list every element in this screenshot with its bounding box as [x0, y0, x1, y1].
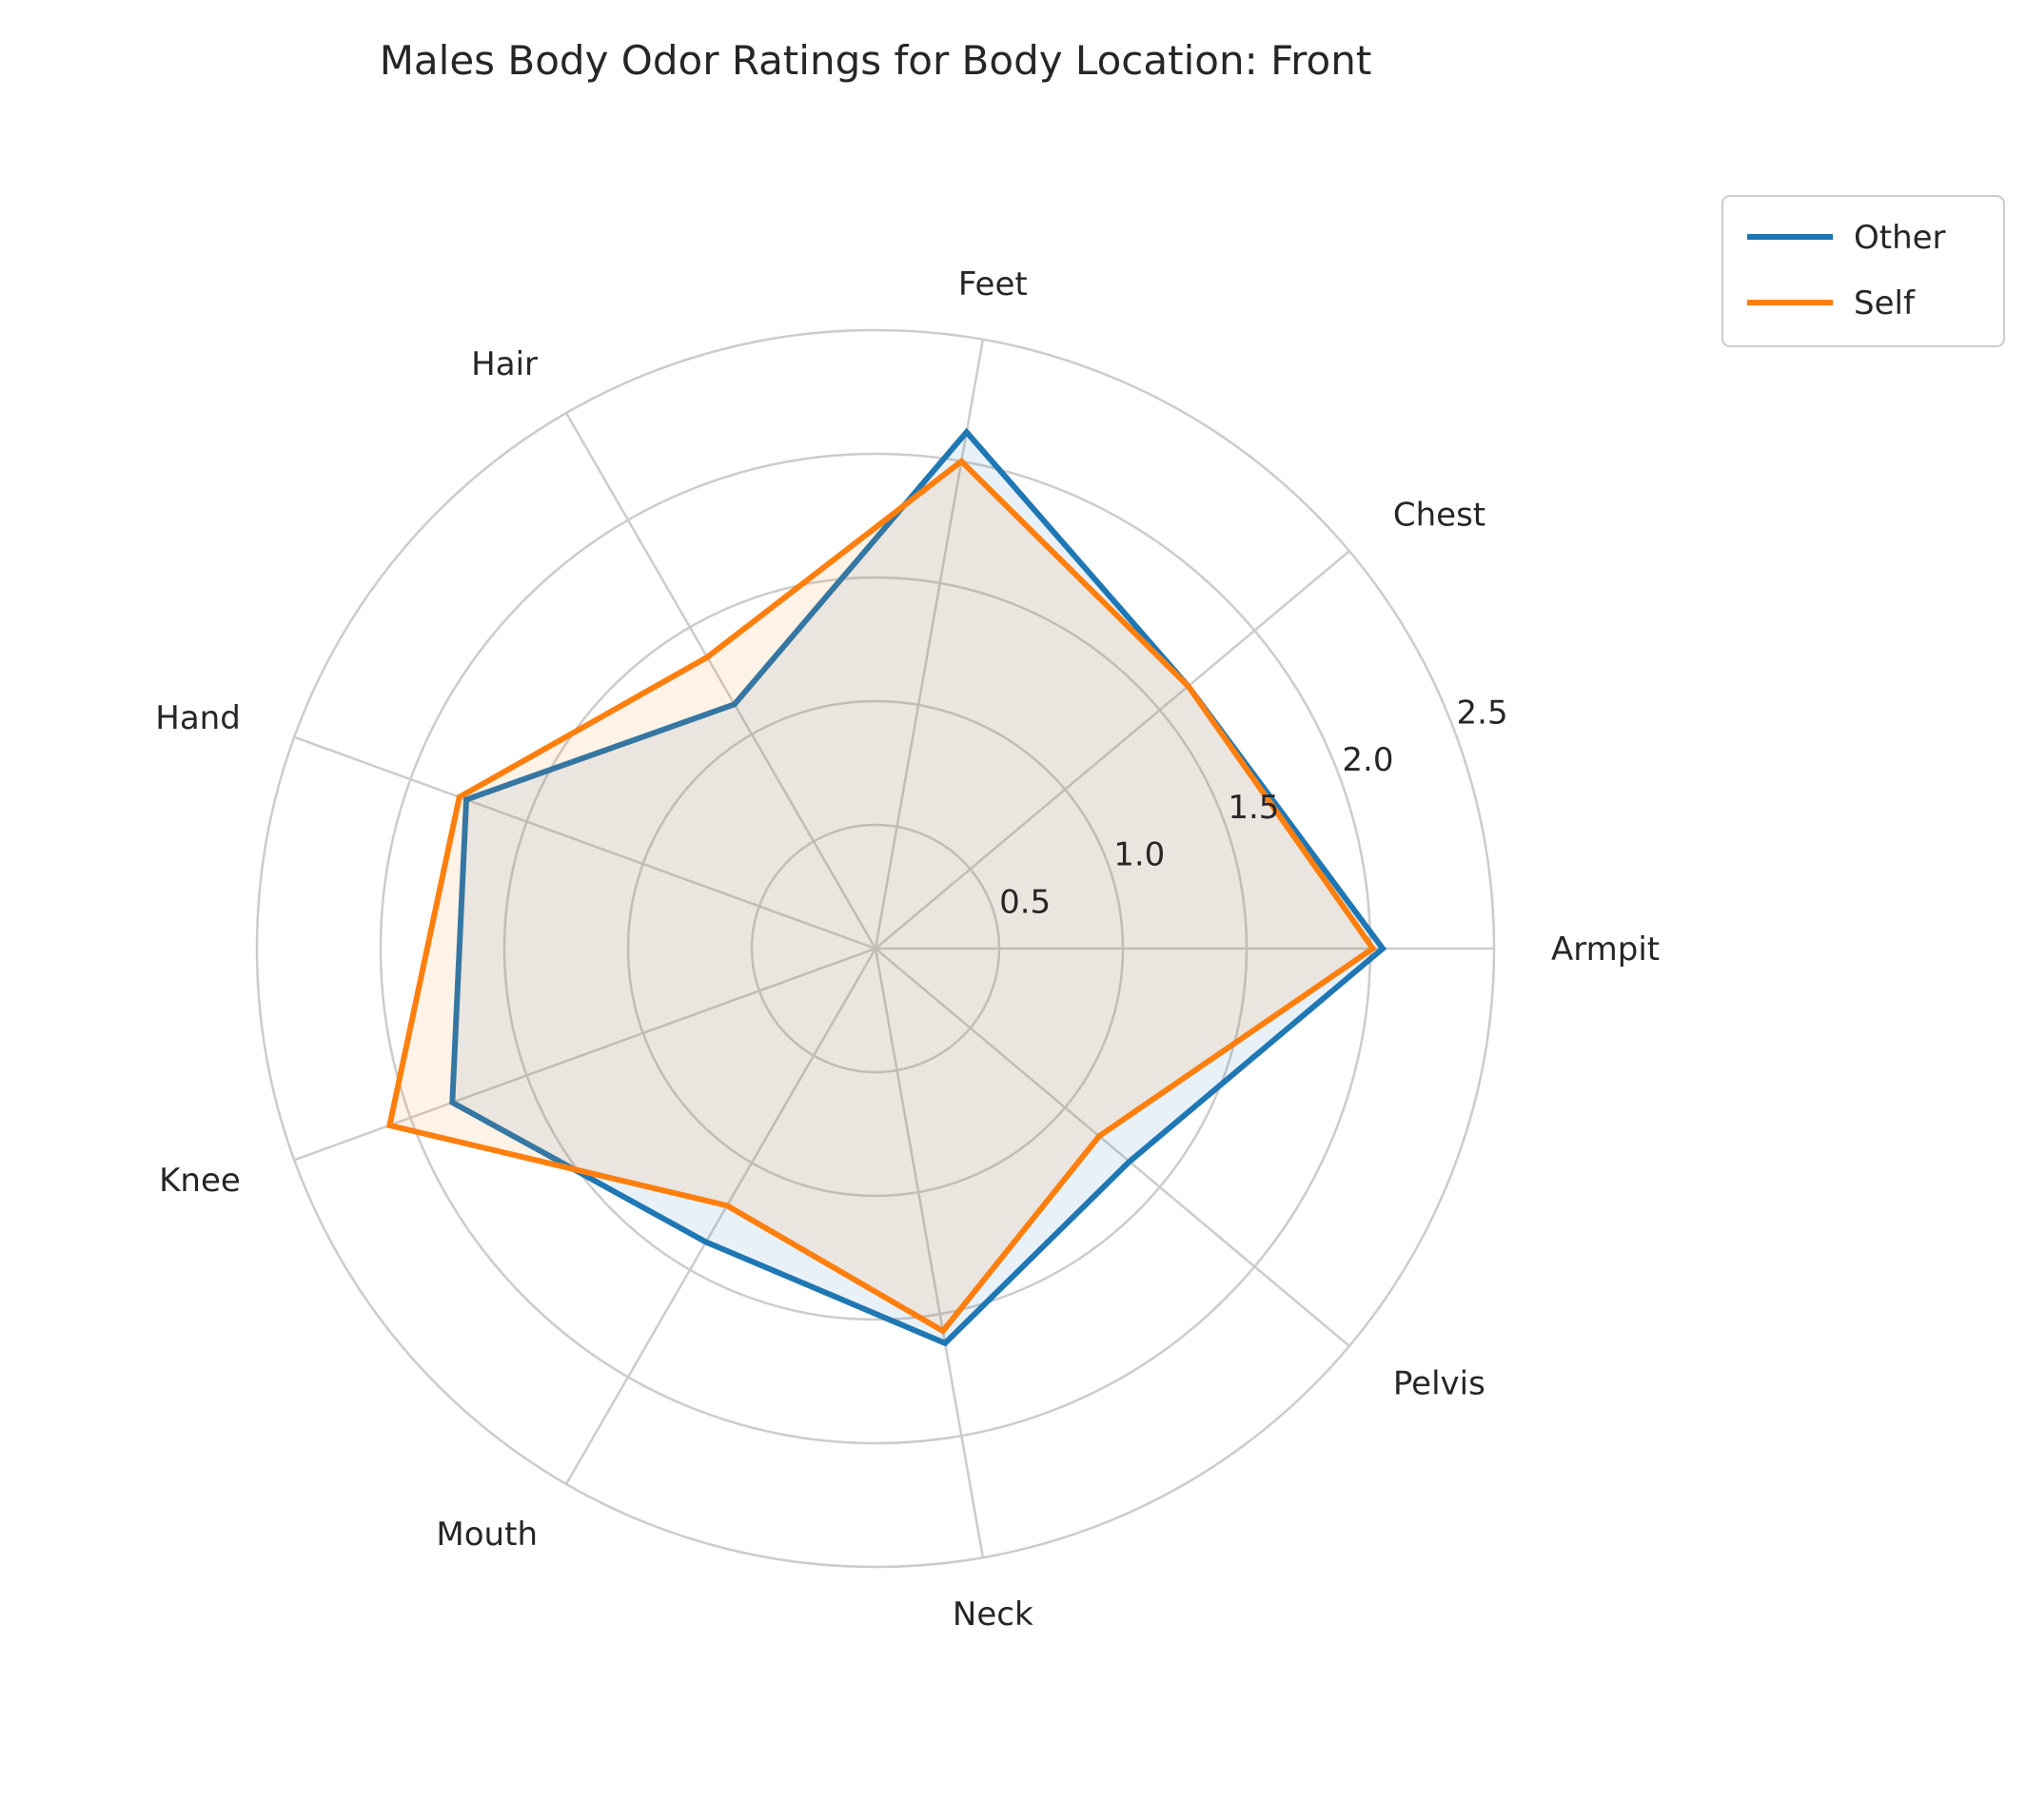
- category-label-feet: Feet: [958, 265, 1028, 303]
- series-line-self: [385, 457, 1377, 1335]
- legend: Other Self: [1721, 195, 2005, 347]
- spoke-mouth: [564, 948, 877, 1485]
- category-label-armpit: Armpit: [1551, 930, 1660, 969]
- radial-tick-label: 2.0: [1342, 741, 1393, 779]
- legend-label-self: Self: [1854, 284, 1916, 323]
- radial-tick-label: 2.5: [1457, 694, 1508, 732]
- legend-box: [1721, 195, 2005, 347]
- category-label-knee: Knee: [159, 1162, 241, 1200]
- spoke-feet: [874, 339, 985, 949]
- category-label-chest: Chest: [1393, 497, 1485, 535]
- spoke-hand: [293, 735, 876, 950]
- category-label-hair: Hair: [471, 345, 538, 383]
- category-label-mouth: Mouth: [436, 1516, 538, 1554]
- legend-label-other: Other: [1854, 219, 1946, 257]
- series-fill-other: [452, 432, 1383, 1343]
- spoke-chest: [875, 550, 1350, 949]
- chart-title: Males Body Odor Ratings for Body Locatio…: [380, 37, 1372, 84]
- category-label-hand: Hand: [155, 699, 241, 737]
- spoke-pelvis: [875, 948, 1350, 1347]
- spoke-neck: [874, 948, 985, 1558]
- series-fill-self: [389, 460, 1373, 1331]
- spoke-hair: [564, 412, 877, 949]
- series-layer: [385, 427, 1387, 1347]
- radial-tick-label: 1.0: [1113, 836, 1165, 874]
- category-label-neck: Neck: [953, 1595, 1033, 1634]
- series-line-other: [449, 427, 1387, 1347]
- category-label-pelvis: Pelvis: [1393, 1364, 1485, 1402]
- radial-tick-label: 0.5: [999, 883, 1051, 921]
- radial-tick-label: 1.5: [1228, 789, 1279, 827]
- label-layer: Armpit Chest Feet Hair Hand Knee Mouth Neck Pelv…: [155, 265, 1660, 1634]
